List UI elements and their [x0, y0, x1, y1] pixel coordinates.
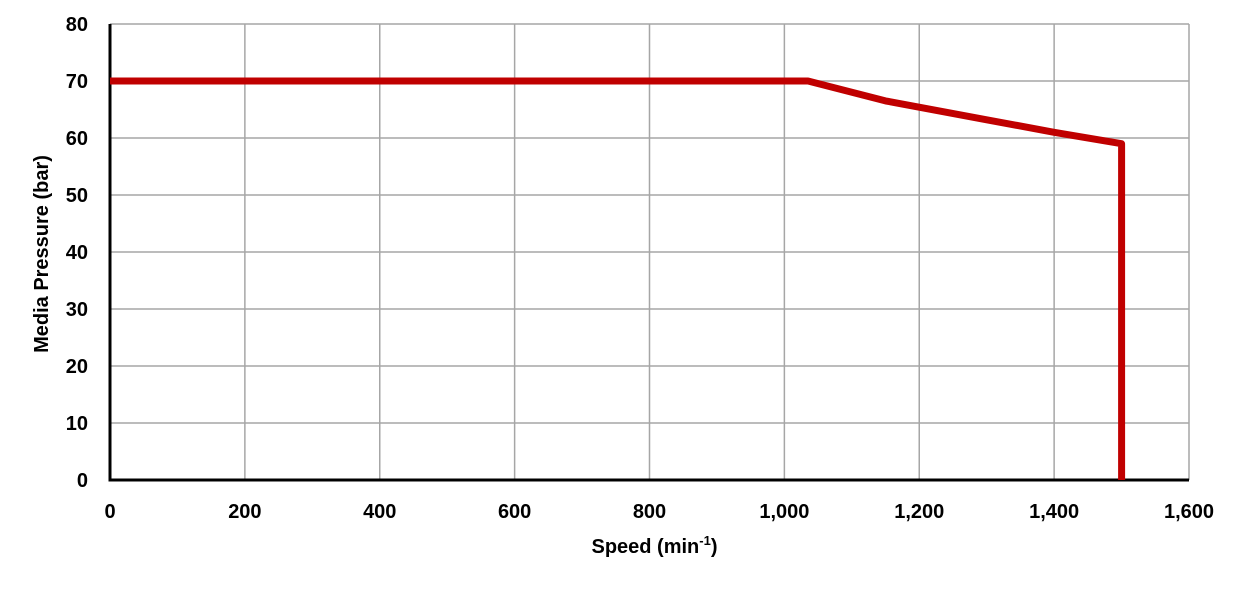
y-tick-label-0: 0: [77, 470, 88, 492]
x-tick-label-6: 1,200: [894, 501, 944, 523]
x-tick-label-5: 1,000: [759, 501, 809, 523]
grid-layer: [110, 23, 1190, 480]
y-tick-label-6: 60: [66, 128, 88, 150]
label-layer: 0 200 400 600 800 1,000 1,200 1,400 1,600 0 10 20 30…: [31, 14, 1214, 558]
y-tick-label-8: 80: [66, 14, 88, 36]
y-tick-label-2: 20: [66, 356, 88, 378]
series-layer: [110, 77, 1126, 480]
series-line-0: [110, 77, 1126, 480]
axis-layer: [108, 24, 1189, 482]
x-tick-label-8: 1,600: [1164, 501, 1214, 523]
x-tick-label-1: 200: [228, 501, 261, 523]
y-tick-label-5: 50: [66, 185, 88, 207]
x-tick-label-4: 800: [633, 501, 666, 523]
y-tick-label-3: 30: [66, 299, 88, 321]
x-tick-label-2: 400: [363, 501, 396, 523]
y-axis-title: Media Pressure (bar): [31, 155, 53, 353]
x-axis-title: Speed (min-1): [591, 533, 717, 558]
x-tick-label-3: 600: [498, 501, 531, 523]
y-tick-label-4: 40: [66, 242, 88, 264]
x-tick-label-7: 1,400: [1029, 501, 1079, 523]
x-tick-label-0: 0: [104, 501, 115, 523]
y-tick-label-1: 10: [66, 413, 88, 435]
y-tick-label-7: 70: [66, 71, 88, 93]
